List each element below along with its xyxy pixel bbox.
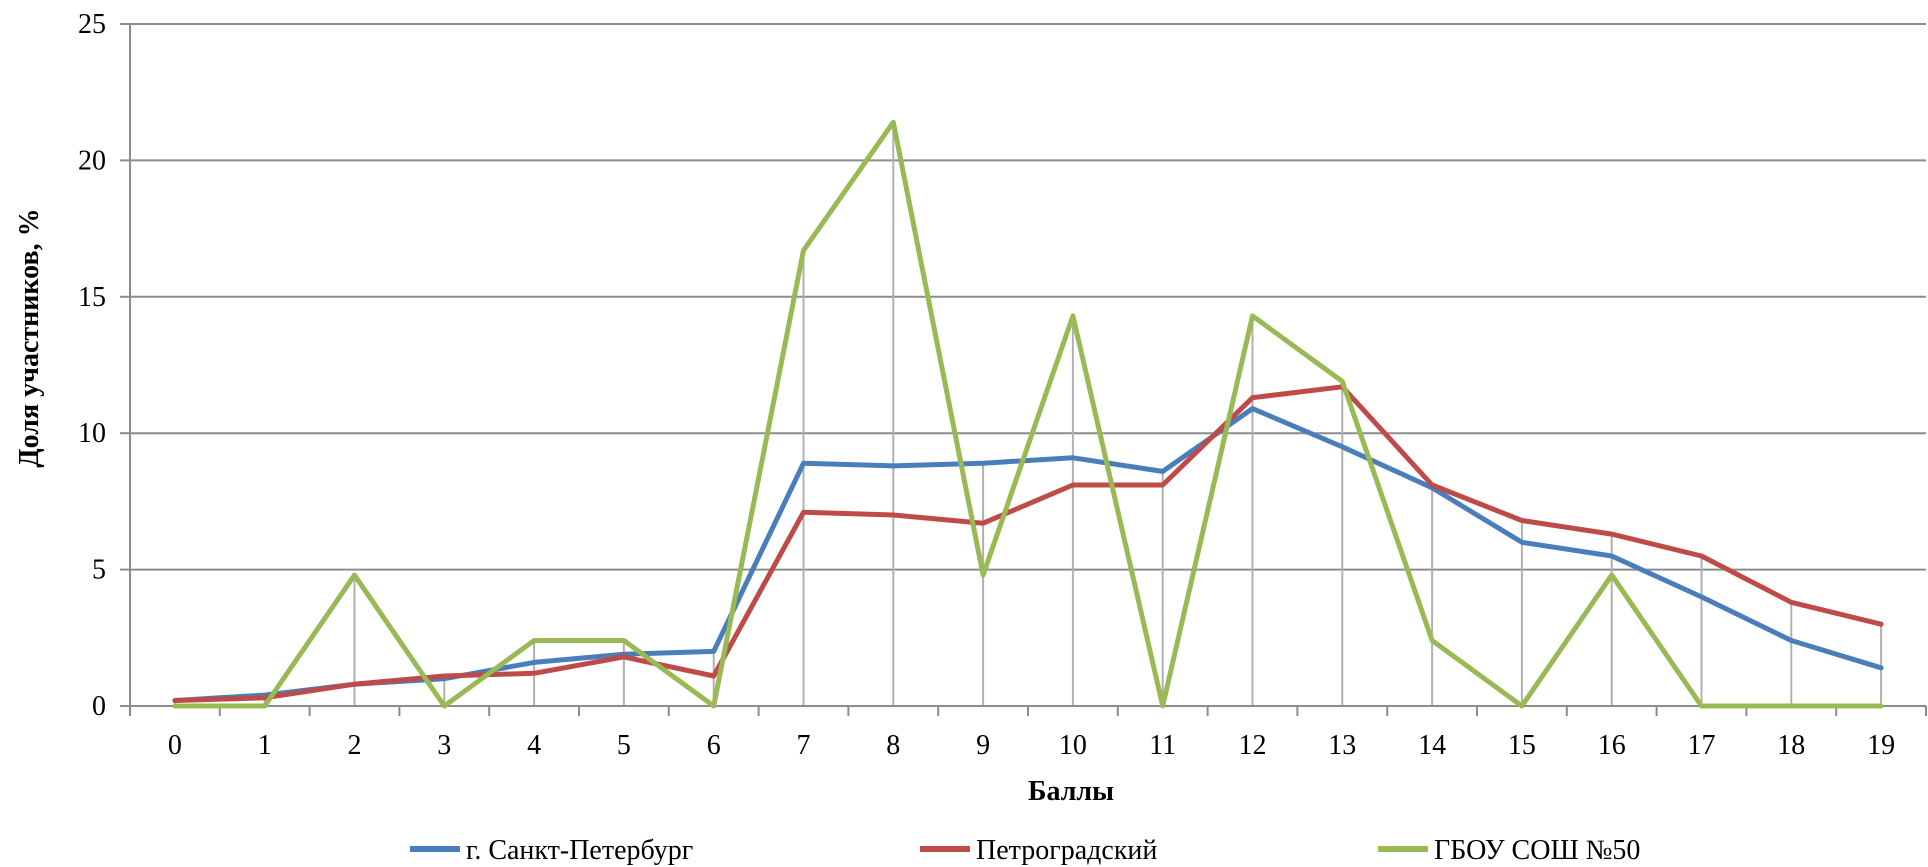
- gridlines: [130, 23, 1926, 571]
- legend-item-1: г. Санкт-Петербург: [410, 835, 693, 866]
- series-line-3: [172, 119, 1884, 709]
- y-tick-label-0: 0: [92, 691, 106, 722]
- y-tick-label-10: 10: [78, 418, 106, 449]
- series-lines: [172, 119, 1884, 709]
- y-tick-label-25: 25: [78, 9, 106, 40]
- x-tick-label-14: 14: [1418, 730, 1446, 761]
- x-axis-title: Баллы: [1028, 776, 1114, 807]
- legend-label-2: Петроградский: [976, 835, 1157, 866]
- x-tick-label-1: 1: [258, 730, 272, 761]
- legend-item-2: Петроградский: [920, 835, 1157, 866]
- x-tick-label-6: 6: [707, 730, 721, 761]
- y-tick-labels: 0 5 10 15 20 25: [78, 9, 106, 722]
- series-line-2: [172, 384, 1884, 703]
- x-tick-label-3: 3: [437, 730, 451, 761]
- y-tick-label-15: 15: [78, 282, 106, 313]
- x-tick-label-9: 9: [976, 730, 990, 761]
- legend-label-3: ГБОУ СОШ №50: [1434, 835, 1640, 866]
- y-axis-title: Доля участников, %: [14, 208, 45, 467]
- x-tick-label-16: 16: [1598, 730, 1626, 761]
- legend-item-3: ГБОУ СОШ №50: [1378, 835, 1640, 866]
- x-tick-label-8: 8: [886, 730, 900, 761]
- x-tick-label-18: 18: [1777, 730, 1805, 761]
- legend-label-1: г. Санкт-Петербург: [466, 835, 693, 866]
- y-tick-label-20: 20: [78, 145, 106, 176]
- x-tick-label-12: 12: [1239, 730, 1267, 761]
- x-tick-label-11: 11: [1149, 730, 1176, 761]
- y-tick-label-5: 5: [92, 555, 106, 586]
- x-tick-label-19: 19: [1867, 730, 1895, 761]
- drop-lines: [173, 122, 1883, 706]
- x-tick-label-0: 0: [168, 730, 182, 761]
- x-tick-label-4: 4: [527, 730, 541, 761]
- axes: [120, 23, 1927, 716]
- legend: г. Санкт-Петербург Петроградский ГБОУ СОШ …: [410, 835, 1640, 866]
- x-tick-label-13: 13: [1328, 730, 1356, 761]
- x-tick-labels: 0 1 2 3 4 5 6 7 8 9 10 11 12 13 14 15 16 17 18 19: [168, 730, 1895, 761]
- x-tick-label-7: 7: [797, 730, 811, 761]
- x-tick-label-2: 2: [348, 730, 362, 761]
- x-tick-label-10: 10: [1059, 730, 1087, 761]
- x-tick-label-5: 5: [617, 730, 631, 761]
- x-tick-label-17: 17: [1688, 730, 1716, 761]
- x-tick-label-15: 15: [1508, 730, 1536, 761]
